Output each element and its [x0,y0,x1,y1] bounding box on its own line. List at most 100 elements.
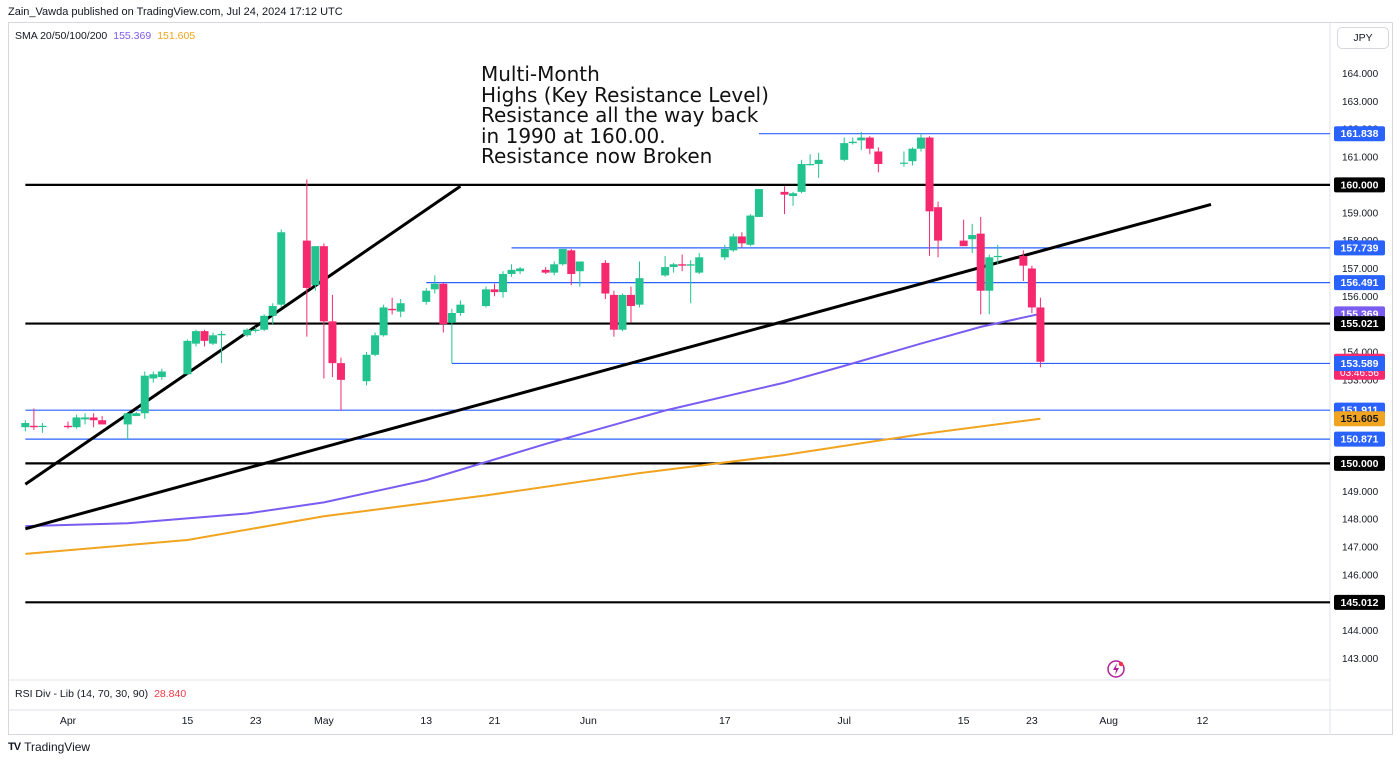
y-tick-label: 144.000 [1342,626,1379,637]
price-label-text: 151.605 [1341,413,1379,425]
candle-body [729,236,738,251]
x-tick-label: Jun [580,715,597,727]
candle-body [430,283,439,290]
candle [319,243,328,379]
y-tick-label: 146.000 [1342,570,1379,581]
grid [9,23,1392,735]
candle [840,137,849,162]
candle [789,191,798,206]
candle [874,147,883,173]
candle [754,189,763,217]
candle [277,229,286,308]
candle [899,151,908,167]
candle-body [388,308,397,311]
candle [311,246,320,291]
candle-body [422,290,431,302]
candle [558,248,567,266]
price-label-text: 160.000 [1341,179,1379,191]
x-tick-label: 23 [1026,715,1038,727]
candle [243,328,252,337]
tradingview-logo[interactable]: TV TradingView [8,740,90,754]
alert-lightning-icon [1107,660,1125,678]
candle-body [29,425,38,428]
candle-body [149,374,158,379]
candle-body [695,257,704,273]
candle-body [371,335,380,355]
candle-body [336,363,345,380]
candle-body [917,137,925,149]
moving-averages [25,312,1041,555]
candle-body [780,191,789,195]
y-tick-label: 164.000 [1342,69,1379,80]
candle [388,297,397,315]
candle [635,261,644,308]
tradingview-logo-icon: TV [8,741,21,753]
candles [21,131,1045,440]
candle-body [737,236,746,244]
sma-label: SMA 20/50/100/200 [15,30,108,42]
price-label-countdown: 03:46:56 [1340,368,1379,379]
candle [268,303,277,325]
y-tick-label: 149.000 [1342,487,1379,498]
price-label: 145.012 [1334,594,1385,610]
y-tick-label: 159.000 [1342,208,1379,219]
candle [669,262,678,273]
candle [183,339,192,375]
candle-body [626,294,635,307]
candle [737,232,746,248]
candle [601,260,610,300]
rsi-label: RSI Div - Lib (14, 70, 30, 90) [15,688,149,700]
candle [865,136,874,155]
candle [968,223,977,254]
candle [695,253,704,275]
candle-body [311,246,320,286]
candle-body [925,137,934,212]
candle-body [908,148,917,162]
price-label: 151.605 [1334,411,1385,427]
candle-body [754,189,763,217]
candle-body [251,329,260,331]
candle [490,283,499,297]
candle [328,294,337,378]
price-label-bg [1334,240,1385,256]
published-by-text: Zain_Vawda published on TradingView.com,… [8,6,343,18]
price-label-bg [1334,126,1385,142]
candle-body [550,264,559,273]
price-label-bg [1334,411,1385,427]
candle-body [797,164,806,192]
candle-body [481,289,490,307]
candle [1019,250,1028,281]
candle [917,133,925,152]
candle [64,421,72,429]
candle [38,423,47,433]
candle [993,244,1002,265]
candle [371,332,380,357]
annotation-line: in 1990 at 160.00. [481,123,666,148]
candle [149,371,158,383]
candle-body [277,232,286,305]
currency-button[interactable]: JPY [1337,27,1389,49]
candle-body [396,303,405,312]
x-tick-label: 12 [1197,715,1209,727]
x-tick-label: May [314,715,335,727]
sma-100-line [25,312,1041,528]
candle-body [567,250,576,275]
candle [251,326,260,333]
candle-body [268,306,277,316]
candle-body [191,331,200,344]
candle [89,413,98,428]
sma-legend[interactable]: SMA 20/50/100/200 155.369 151.605 [15,30,195,42]
candle-body [609,294,618,330]
rsi-value: 28.840 [154,688,187,700]
price-label-text: 145.012 [1341,597,1379,609]
price-label-bg [1334,177,1385,193]
misc [1107,660,1125,678]
rsi-legend[interactable]: RSI Div - Lib (14, 70, 30, 90) 28.840 [15,688,186,700]
candle [550,261,559,276]
candle [191,329,200,347]
candle-body [319,246,328,322]
candle [336,357,345,411]
candle-body [720,248,729,258]
annotation-line: Resistance now Broken [481,144,713,169]
